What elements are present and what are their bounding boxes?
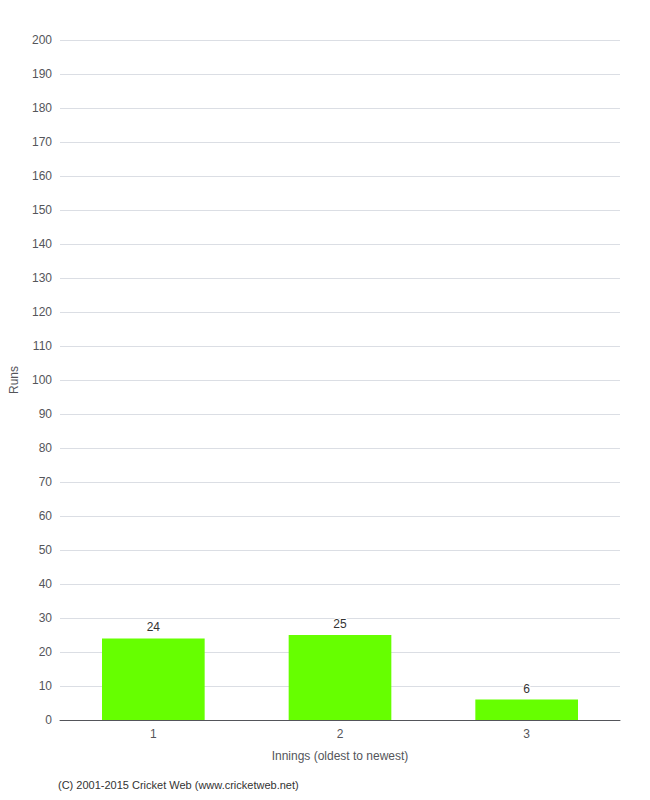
svg-text:80: 80 — [39, 441, 53, 455]
svg-text:50: 50 — [39, 543, 53, 557]
svg-text:Innings (oldest to newest): Innings (oldest to newest) — [272, 749, 409, 763]
svg-text:70: 70 — [39, 475, 53, 489]
svg-text:3: 3 — [523, 727, 530, 741]
svg-text:110: 110 — [33, 339, 52, 353]
svg-text:190: 190 — [32, 67, 52, 81]
svg-text:20: 20 — [39, 645, 53, 659]
svg-text:(C) 2001-2015 Cricket Web (www: (C) 2001-2015 Cricket Web (www.cricketwe… — [58, 779, 299, 791]
svg-text:0: 0 — [45, 713, 52, 727]
svg-text:100: 100 — [32, 373, 52, 387]
svg-text:150: 150 — [32, 203, 52, 217]
svg-text:6: 6 — [523, 682, 530, 696]
svg-text:140: 140 — [32, 237, 52, 251]
svg-text:40: 40 — [39, 577, 53, 591]
svg-text:180: 180 — [32, 101, 52, 115]
svg-text:2: 2 — [337, 727, 344, 741]
svg-text:160: 160 — [32, 169, 52, 183]
svg-text:Runs: Runs — [7, 366, 21, 394]
svg-text:130: 130 — [32, 271, 52, 285]
svg-text:24: 24 — [147, 620, 161, 634]
svg-text:30: 30 — [39, 611, 53, 625]
svg-text:90: 90 — [39, 407, 53, 421]
svg-text:10: 10 — [39, 679, 53, 693]
svg-text:60: 60 — [39, 509, 53, 523]
svg-text:170: 170 — [32, 135, 52, 149]
svg-text:200: 200 — [32, 33, 52, 47]
svg-text:120: 120 — [32, 305, 52, 319]
svg-text:1: 1 — [150, 727, 157, 741]
svg-text:25: 25 — [333, 617, 347, 631]
